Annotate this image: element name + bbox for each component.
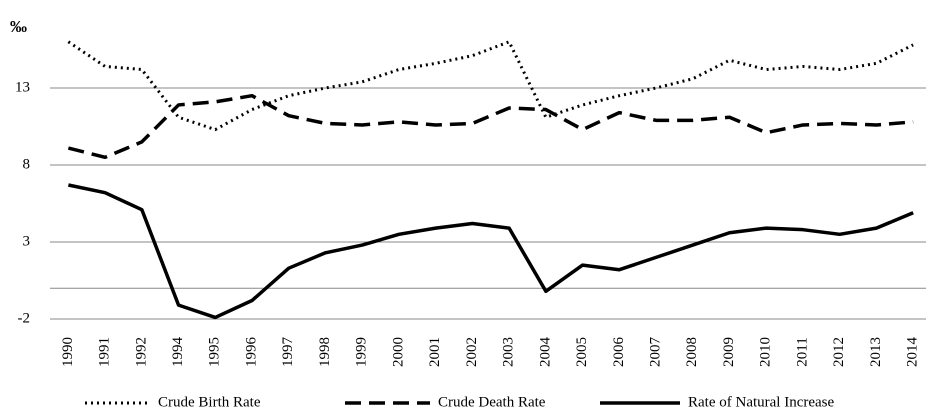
unit-label: ‰ (10, 17, 27, 36)
x-tick-label: 2003 (501, 337, 517, 367)
x-tick-label: 1999 (354, 337, 370, 367)
series-line (67, 40, 914, 132)
x-tick-label: 2002 (464, 337, 480, 367)
y-tick-label: 8 (23, 156, 31, 172)
x-tick-label: 1990 (60, 337, 76, 367)
x-tick-label: 1992 (133, 337, 149, 367)
x-tick-label: 2005 (574, 337, 590, 367)
series-line (67, 93, 914, 160)
x-tick-label: 2014 (905, 337, 921, 368)
y-tick-label: -2 (18, 310, 31, 326)
x-tick-label: 2012 (831, 337, 847, 367)
x-tick-label: 1991 (97, 337, 113, 367)
x-tick-label: 2009 (721, 337, 737, 367)
x-tick-label: 2001 (427, 337, 443, 367)
x-tick-label: 2007 (647, 337, 663, 368)
x-tick-label: 2013 (868, 337, 884, 367)
y-tick-label: 3 (23, 233, 31, 249)
legend-label: Rate of Natural Increase (688, 394, 835, 410)
legend-label: Crude Birth Rate (158, 394, 261, 410)
x-tick-label: 1994 (170, 337, 186, 368)
y-tick-label: 13 (15, 79, 30, 95)
x-tick-label: 2011 (794, 337, 810, 366)
x-tick-label: 2008 (684, 337, 700, 367)
x-tick-label: 2004 (537, 337, 553, 368)
x-tick-label: 1996 (243, 337, 259, 368)
x-tick-label: 1997 (280, 337, 296, 368)
x-tick-label: 2010 (758, 337, 774, 367)
x-tick-label: 1995 (207, 337, 223, 367)
x-tick-label: 2006 (611, 337, 627, 368)
legend-label: Crude Death Rate (438, 394, 546, 410)
x-tick-label: 2000 (390, 337, 406, 367)
series-line (68, 183, 914, 320)
x-tick-label: 1998 (317, 337, 333, 367)
